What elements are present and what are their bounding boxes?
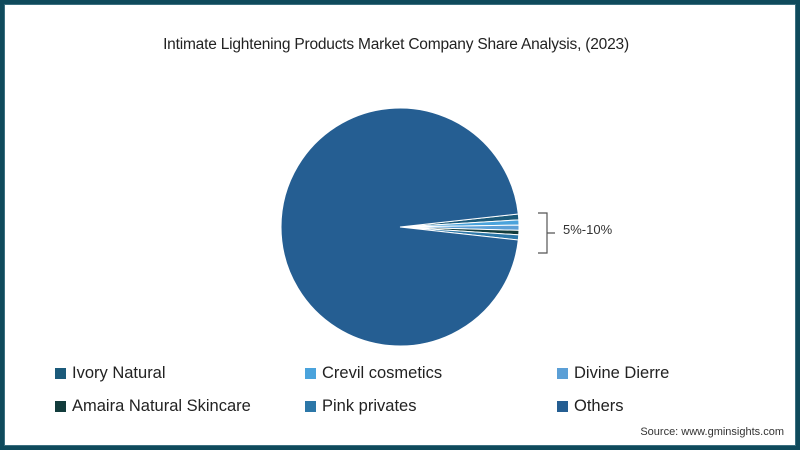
- legend-swatch: [55, 401, 66, 412]
- legend-swatch: [305, 368, 316, 379]
- legend-item-pink-privates: Pink privates: [305, 397, 416, 416]
- pie-slices: [280, 107, 520, 347]
- annotation-bracket: [538, 212, 555, 254]
- legend-swatch: [55, 368, 66, 379]
- legend-label: Divine Dierre: [574, 364, 670, 382]
- legend-label: Amaira Natural Skincare: [72, 397, 251, 415]
- pie-slice-others: [280, 107, 519, 347]
- legend-label: Ivory Natural: [72, 364, 166, 382]
- chart-title: Intimate Lightening Products Market Comp…: [163, 36, 629, 53]
- legend-item-divine-dierre: Divine Dierre: [557, 364, 669, 383]
- legend-label: Pink privates: [322, 397, 417, 415]
- legend-swatch: [557, 368, 568, 379]
- legend-label: Others: [574, 397, 624, 415]
- annotation-label: 5%-10%: [563, 222, 613, 237]
- legend-item-others: Others: [557, 397, 624, 416]
- legend-label: Crevil cosmetics: [322, 364, 443, 382]
- legend-swatch: [557, 401, 568, 412]
- legend-item-ivory-natural: Ivory Natural: [55, 364, 166, 383]
- source-note: Source: www.gminsights.com: [640, 426, 784, 438]
- legend-item-crevil-cosmetics: Crevil cosmetics: [305, 364, 442, 383]
- legend-swatch: [305, 401, 316, 412]
- legend-item-amaira-natural-skincare: Amaira Natural Skincare: [55, 397, 251, 416]
